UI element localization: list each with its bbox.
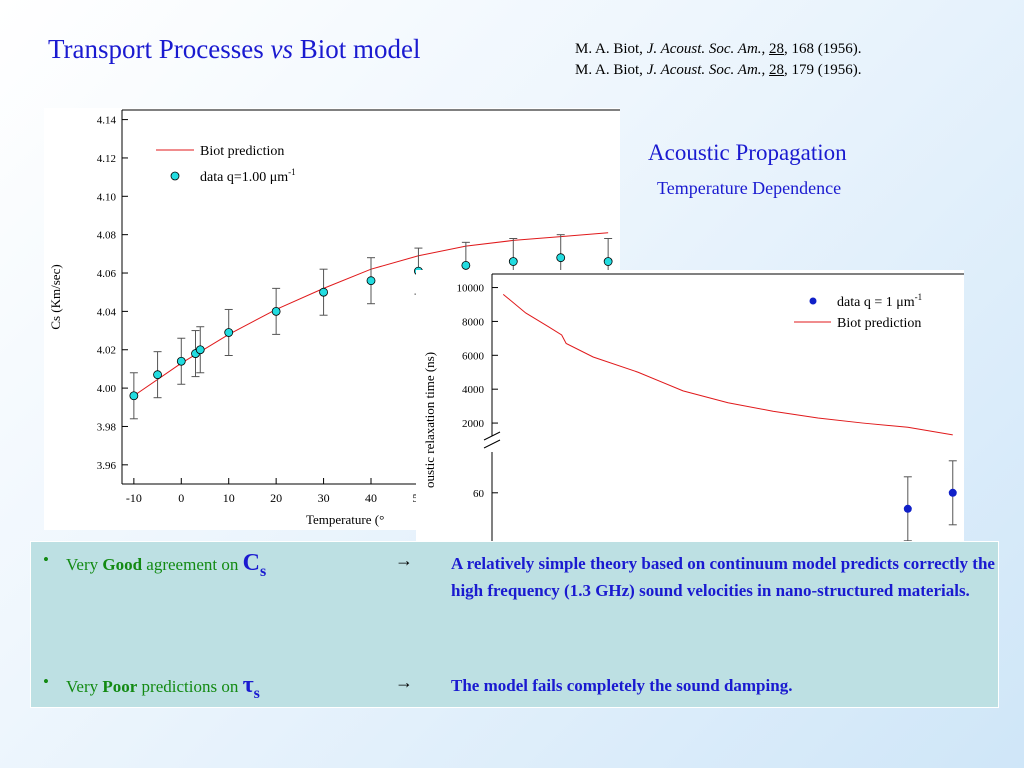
x-tick-label: 40 [365,491,377,505]
y-tick-label: 60 [473,488,485,500]
arrow-icon: → [395,550,413,570]
legend-point-swatch [809,297,817,305]
legend-label: data q=1.00 μm-1 [200,167,296,185]
y-tick-label: 4.14 [97,115,117,127]
y-tick-label: 4.02 [97,345,116,357]
y-tick-label: 4000 [462,384,485,396]
data-point [948,488,957,497]
data-point [603,257,613,266]
reference-1: M. A. Biot, J. Acoust. Soc. Am., 28, 168… [575,41,862,57]
data-point [129,391,139,401]
y-tick-label: 4.08 [97,230,117,242]
y-tick-label: 4.04 [97,306,117,318]
references: M. A. Biot, J. Acoust. Soc. Am., 28, 168… [575,39,862,81]
sub-subtitle: Temperature Dependence [657,178,842,198]
y-tick-label: 3.98 [97,421,117,433]
legend-label-sup: -1 [915,292,923,302]
data-point [556,253,566,263]
data-point [366,276,376,286]
y-axis-label: oustic relaxation time (ns) [422,352,437,488]
data-point [153,370,162,380]
y-tick-label: 4.12 [97,153,116,165]
row-lead: Very Good agreement on Cs [66,550,267,580]
y-axis-label: Cs (Km/sec) [48,264,63,329]
legend-label: Biot prediction [200,144,284,159]
data-point [224,328,234,337]
data-point [271,306,281,316]
y-tick-label: 6000 [462,350,485,362]
page-title: Transport Processes vs Biot model [48,34,421,64]
series-line-biot-prediction [502,293,953,436]
x-tick-label: 10 [223,491,235,505]
x-axis-label: Temperature (° [306,512,384,527]
data-point [461,260,471,270]
y-tick-label: 4.06 [97,268,117,280]
y-tick-label: 8000 [462,316,485,328]
bullet: • [43,672,49,691]
conclusion-text: A relatively simple theory based on cont… [451,554,995,600]
data-point [195,345,205,355]
y-tick-label: 10000 [457,283,485,295]
y-tick-label: 3.96 [97,460,117,472]
y-tick-label: 4.10 [97,191,117,203]
x-tick-label: 0 [178,491,184,505]
data-point [176,356,186,366]
relaxation-chart-panel: 2000400060008000100005060oustic relaxati… [416,270,964,564]
conclusion-text: The model fails completely the sound dam… [451,676,793,695]
cs-symbol: Cs [242,550,267,580]
arrow-icon: → [395,672,413,692]
data-point [319,287,328,297]
x-tick-label: 20 [270,491,282,505]
axis-break-mark [483,431,501,441]
data-point [508,257,518,266]
row-lead: Very Poor predictions on τs [66,672,260,702]
legend-label: Biot prediction [837,316,921,331]
legend-label-sup: -1 [288,167,296,177]
reference-2: M. A. Biot, J. Acoust. Soc. Am., 28, 179… [575,62,862,78]
velocity-chart: 3.96 3.98 4.00 4.02 4.04 4.06 4.08 4.10 4.12 4.14… [48,109,620,527]
x-tick-label: 30 [318,491,330,505]
axis-break-mark [483,439,501,449]
bullet: • [43,550,49,569]
y-tick-label: 4.00 [97,383,117,395]
x-tick-label: -10 [126,491,142,505]
tau-symbol: τs [242,672,260,702]
subtitle: Acoustic Propagation [648,140,847,165]
summary-box: • Very Good agreement on Cs → A relative… [30,541,999,708]
relaxation-chart: 2000400060008000100005060oustic relaxati… [422,273,964,564]
y-tick-label: 2000 [462,418,485,430]
data-point [903,504,912,513]
legend-point-swatch [170,171,180,181]
legend-label: data q = 1 μm-1 [837,292,922,310]
